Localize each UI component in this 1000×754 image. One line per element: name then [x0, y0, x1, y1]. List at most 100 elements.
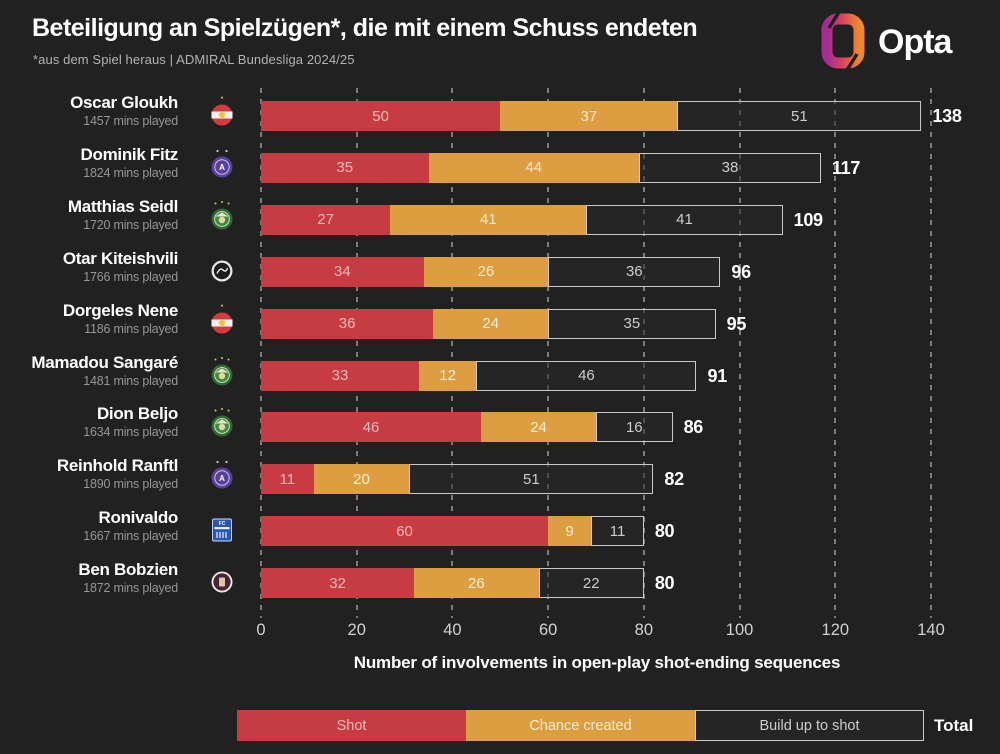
bar-segment-chance-created: 26 — [414, 568, 539, 599]
bar-segment-value: 46 — [578, 367, 595, 384]
bar-segment-value: 16 — [625, 418, 643, 436]
bar-segment-chance-created: 41 — [390, 204, 587, 235]
club-badge-rapid-wien — [209, 406, 235, 444]
bar-total-value: 80 — [654, 573, 675, 594]
bar-segment-value: 41 — [479, 211, 497, 229]
svg-text:A: A — [219, 474, 225, 483]
legend-item-shot: Shot — [237, 710, 466, 741]
club-badge-rapid-wien — [209, 355, 235, 393]
bar-segment-build-up-to-shot: 22 — [538, 568, 644, 599]
bar-total-value: 80 — [654, 521, 675, 542]
player-mins-played: 1890 mins played — [83, 477, 178, 492]
player-name: Otar Kiteishvili — [62, 248, 178, 268]
bar-total-value: 86 — [683, 417, 704, 438]
bar-segment-build-up-to-shot: 51 — [409, 464, 654, 495]
player-row-6: Mamadou Sangaré 1481 mins played 33 12 46 91 — [0, 348, 1000, 400]
bar-segment-value: 24 — [530, 418, 547, 436]
player-name: Dominik Fitz — [80, 144, 179, 164]
player-name: Matthias Seidl — [67, 196, 178, 216]
player-name: Ben Bobzien — [78, 560, 178, 580]
bar-segment-build-up-to-shot: 46 — [476, 360, 697, 391]
gridline-120 — [834, 88, 837, 618]
page-subtitle: *aus dem Spiel heraus | ADMIRAL Bundesli… — [33, 52, 355, 67]
player-row-1: Oscar Gloukh 1457 mins played 50 37 51 138 — [0, 88, 1000, 140]
opta-logo-icon — [821, 12, 865, 70]
player-name: Oscar Gloukh — [70, 93, 178, 112]
gridline-140 — [930, 88, 932, 618]
svg-text:FC: FC — [219, 521, 226, 527]
bar-segment-value: 36 — [625, 263, 643, 281]
club-badge-blau-weiss-linz: FC — [209, 510, 235, 548]
bar-segment-value: 11 — [609, 522, 626, 540]
bar-total-value: 138 — [932, 106, 962, 126]
bar-segment-value: 27 — [317, 211, 334, 229]
bar-segment-value: 33 — [331, 367, 349, 384]
gridline-80 — [642, 88, 645, 618]
bar-segment-value: 24 — [482, 315, 500, 333]
bar-segment-shot: 50 — [261, 101, 501, 131]
bar-segment-chance-created: 44 — [428, 152, 640, 183]
legend-label-build-up-to-shot: Build up to shot — [759, 717, 860, 734]
club-badge-red-bull-salzburg — [209, 303, 235, 341]
bar-segment-shot: 11 — [261, 464, 314, 495]
legend-label-chance-created: Chance created — [529, 717, 632, 734]
club-badge-red-bull-salzburg — [209, 95, 235, 133]
bar-segment-value: 51 — [523, 470, 540, 488]
axis-tick-label-80: 80 — [634, 621, 654, 639]
axis-tick-label-0: 0 — [256, 621, 266, 639]
bar-segment-value: 51 — [791, 107, 808, 125]
bar-total-value: 95 — [726, 313, 747, 334]
bar-segment-build-up-to-shot: 51 — [677, 101, 922, 131]
bar-segment-shot: 34 — [261, 256, 424, 287]
club-badge-sturm-graz — [209, 251, 235, 289]
bar-segment-value: 35 — [623, 315, 641, 333]
bar-segment-chance-created: 26 — [423, 256, 549, 287]
bar-segment-chance-created: 20 — [313, 464, 410, 495]
bar-segment-value: 20 — [353, 470, 370, 488]
player-row-5: Dorgeles Nene 1186 mins played 36 24 35 95 — [0, 296, 1000, 348]
bar-segment-shot: 46 — [261, 412, 482, 443]
bar-segment-value: 46 — [362, 418, 380, 436]
bar-segment-value: 41 — [676, 211, 693, 229]
opta-logo: Opta — [820, 11, 990, 71]
bar-segment-value: 50 — [372, 107, 389, 125]
bar-segment-build-up-to-shot: 36 — [548, 256, 721, 287]
bar-segment-build-up-to-shot: 38 — [639, 152, 821, 183]
gridline-0 — [260, 88, 262, 618]
bar-segment-value: 35 — [336, 159, 354, 177]
bar-total-value: 91 — [707, 365, 728, 386]
bar-segment-value: 44 — [525, 159, 543, 177]
player-mins-played: 1186 mins played — [84, 321, 178, 336]
axis-tick-label-120: 120 — [821, 621, 850, 639]
legend-label-shot: Shot — [336, 717, 367, 734]
player-name: Reinhold Ranftl — [56, 456, 178, 476]
player-mins-played: 1824 mins played — [83, 165, 178, 180]
opta-logo-wordmark: Opta — [878, 22, 952, 61]
bar-segment-value: 22 — [582, 574, 600, 592]
legend-item-build-up-to-shot: Build up to shot — [695, 710, 924, 741]
x-axis-title: Number of involvements in open-play shot… — [353, 653, 841, 672]
player-row-8: Reinhold Ranftl 1890 mins played A 11 20 51 82 — [0, 451, 1000, 503]
player-mins-played: 1457 mins played — [83, 114, 178, 128]
bar-total-value: 117 — [831, 157, 861, 178]
bar-segment-value: 34 — [334, 263, 351, 281]
bar-segment-chance-created: 37 — [500, 101, 678, 131]
player-row-7: Dion Beljo 1634 mins played 46 24 16 86 — [0, 399, 1000, 451]
bar-segment-chance-created: 12 — [418, 360, 477, 391]
legend-item-chance-created: Chance created — [466, 710, 695, 741]
bar-segment-shot: 27 — [261, 204, 391, 235]
gridline-40 — [451, 88, 454, 618]
axis-tick-label-100: 100 — [725, 621, 754, 639]
player-row-9: Ronivaldo 1667 mins played FC 60 9 11 80 — [0, 503, 1000, 555]
club-badge-austria-klagenfurt — [209, 562, 235, 600]
bar-segment-value: 60 — [396, 522, 413, 540]
bar-segment-shot: 60 — [261, 516, 549, 547]
svg-text:A: A — [219, 163, 225, 172]
bar-segment-value: 26 — [477, 263, 495, 281]
bar-total-value: 109 — [793, 209, 823, 230]
bar-segment-build-up-to-shot: 41 — [586, 204, 783, 235]
player-mins-played: 1667 mins played — [83, 529, 178, 544]
player-mins-played: 1481 mins played — [83, 373, 178, 388]
club-badge-austria-wien: A — [209, 147, 235, 185]
